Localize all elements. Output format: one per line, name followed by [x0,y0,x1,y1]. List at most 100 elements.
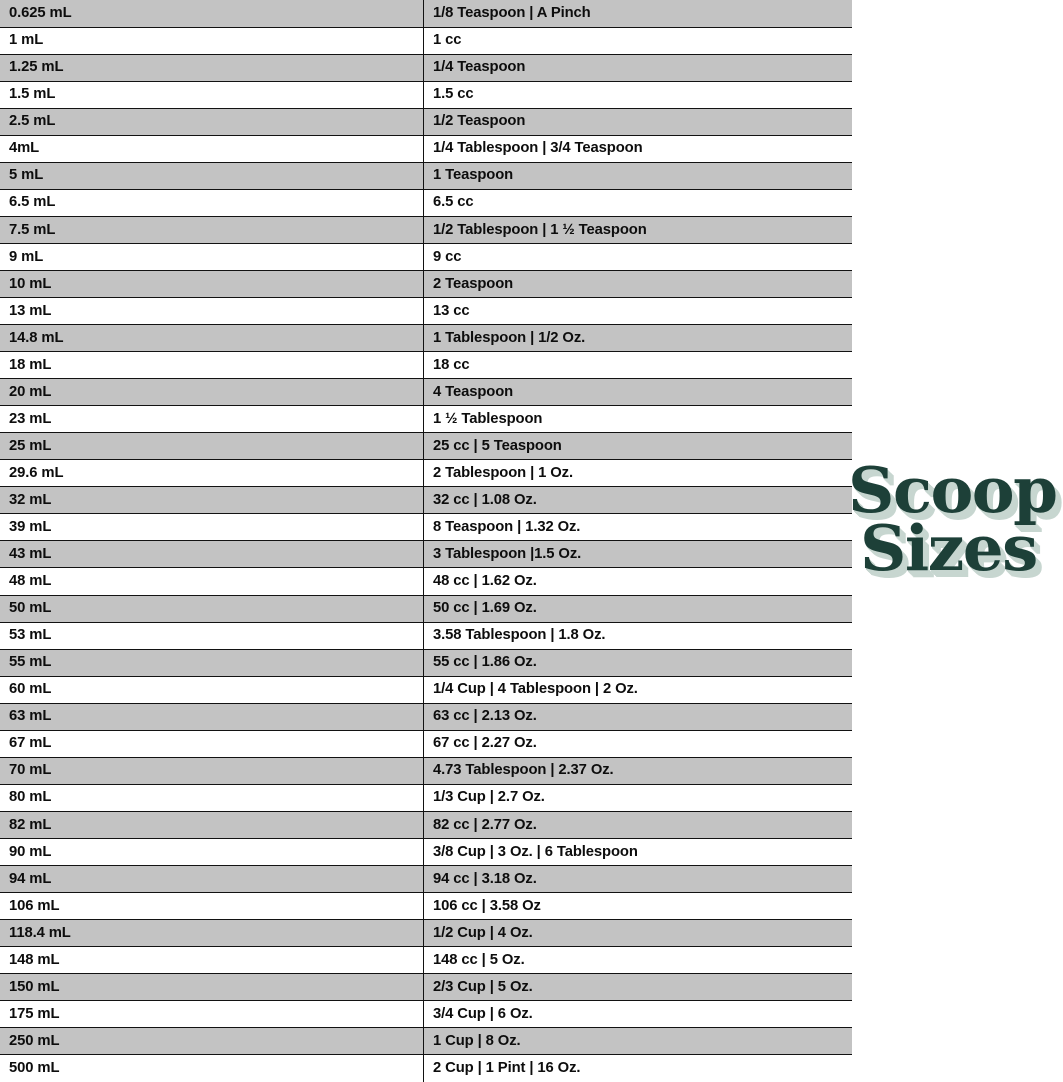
cell-milliliters: 175 mL [0,1000,424,1029]
table-row: 90 mL 3/8 Cup | 3 Oz. | 6 Tablespoon [0,837,852,867]
table-row: 48 mL 48 cc | 1.62 Oz. [0,567,852,596]
cell-milliliters: 60 mL [0,675,424,704]
cell-equivalent: 1 cc [423,26,852,55]
cell-equivalent: 1/4 Teaspoon [423,53,852,82]
cell-milliliters: 32 mL [0,486,424,515]
cell-milliliters: 29.6 mL [0,459,424,488]
cell-equivalent: 148 cc | 5 Oz. [423,946,852,975]
cell-milliliters: 82 mL [0,810,424,839]
cell-equivalent: 50 cc | 1.69 Oz. [423,594,852,623]
cell-milliliters: 148 mL [0,946,424,975]
table-row: 53 mL 3.58 Tablespoon | 1.8 Oz. [0,621,852,650]
cell-milliliters: 20 mL [0,378,424,407]
cell-equivalent: 1/3 Cup | 2.7 Oz. [423,783,852,812]
cell-milliliters: 500 mL [0,1054,424,1082]
cell-equivalent: 106 cc | 3.58 Oz [423,892,852,921]
table-row: 1.5 mL 1.5 cc [0,80,852,109]
table-row: 18 mL 18 cc [0,351,852,380]
table-row: 39 mL 8 Teaspoon | 1.32 Oz. [0,513,852,542]
cell-milliliters: 1 mL [0,26,424,55]
cell-equivalent: 3.58 Tablespoon | 1.8 Oz. [423,621,852,650]
cell-equivalent: 9 cc [423,242,852,271]
scoop-size-conversion-table: 0.625 mL 1/8 Teaspoon | A Pinch 1 mL 1 cc 1.… [0,0,852,1082]
cell-milliliters: 39 mL [0,513,424,542]
cell-milliliters: 25 mL [0,432,424,461]
cell-equivalent: 18 cc [423,351,852,380]
table-row: 150 mL 2/3 Cup | 5 Oz. [0,973,852,1002]
table-row: 106 mL 106 cc | 3.58 Oz [0,892,852,921]
cell-equivalent: 2 Teaspoon [423,269,852,299]
cell-milliliters: 67 mL [0,729,424,758]
cell-milliliters: 1.25 mL [0,53,424,82]
table-row: 60 mL 1/4 Cup | 4 Tablespoon | 2 Oz. [0,675,852,704]
logo-line-scoop: Scoop [848,453,1058,527]
table-row: 5 mL 1 Teaspoon [0,161,852,190]
cell-milliliters: 0.625 mL [0,0,424,28]
table-row: 250 mL 1 Cup | 8 Oz. [0,1027,852,1056]
cell-milliliters: 63 mL [0,702,424,731]
cell-equivalent: 1/4 Tablespoon | 3/4 Teaspoon [423,134,852,163]
cell-milliliters: 90 mL [0,837,424,867]
table-row: 13 mL 13 cc [0,297,852,326]
table-row: 7.5 mL 1/2 Tablespoon | 1 ½ Teaspoon [0,215,852,244]
cell-equivalent: 1 Cup | 8 Oz. [423,1027,852,1056]
cell-equivalent: 1/2 Teaspoon [423,107,852,136]
table-row: 500 mL 2 Cup | 1 Pint | 16 Oz. [0,1054,852,1082]
cell-equivalent: 94 cc | 3.18 Oz. [423,864,852,894]
cell-milliliters: 48 mL [0,567,424,596]
cell-milliliters: 18 mL [0,351,424,380]
cell-milliliters: 70 mL [0,756,424,785]
cell-milliliters: 50 mL [0,594,424,623]
table-row: 2.5 mL 1/2 Teaspoon [0,107,852,136]
cell-milliliters: 6.5 mL [0,188,424,217]
cell-milliliters: 1.5 mL [0,80,424,109]
cell-equivalent: 3/8 Cup | 3 Oz. | 6 Tablespoon [423,837,852,867]
cell-equivalent: 55 cc | 1.86 Oz. [423,648,852,677]
table-row: 23 mL 1 ½ Tablespoon [0,405,852,434]
cell-equivalent: 25 cc | 5 Teaspoon [423,432,852,461]
cell-equivalent: 67 cc | 2.27 Oz. [423,729,852,758]
cell-milliliters: 10 mL [0,269,424,299]
cell-milliliters: 55 mL [0,648,424,677]
table-row: 55 mL 55 cc | 1.86 Oz. [0,648,852,677]
table-row: 9 mL 9 cc [0,242,852,271]
table-row: 14.8 mL 1 Tablespoon | 1/2 Oz. [0,324,852,353]
table-row: 25 mL 25 cc | 5 Teaspoon [0,432,852,461]
table-row: 50 mL 50 cc | 1.69 Oz. [0,594,852,623]
cell-equivalent: 1 Tablespoon | 1/2 Oz. [423,324,852,353]
logo-line-sizes: Sizes [860,510,1038,585]
cell-equivalent: 1 Teaspoon [423,161,852,190]
cell-equivalent: 13 cc [423,297,852,326]
table-row: 10 mL 2 Teaspoon [0,269,852,299]
table-row: 67 mL 67 cc | 2.27 Oz. [0,729,852,758]
table-row: 1.25 mL 1/4 Teaspoon [0,53,852,82]
cell-milliliters: 4mL [0,134,424,163]
conversion-table-body: 0.625 mL 1/8 Teaspoon | A Pinch 1 mL 1 cc 1.… [0,0,852,1082]
cell-equivalent: 82 cc | 2.77 Oz. [423,810,852,839]
table-row: 32 mL 32 cc | 1.08 Oz. [0,486,852,515]
table-row: 63 mL 63 cc | 2.13 Oz. [0,702,852,731]
cell-equivalent: 3 Tablespoon |1.5 Oz. [423,540,852,569]
table-row: 43 mL 3 Tablespoon |1.5 Oz. [0,540,852,569]
table-row: 70 mL 4.73 Tablespoon | 2.37 Oz. [0,756,852,785]
table-row: 94 mL 94 cc | 3.18 Oz. [0,864,852,894]
table-row: 118.4 mL 1/2 Cup | 4 Oz. [0,919,852,948]
cell-equivalent: 48 cc | 1.62 Oz. [423,567,852,596]
cell-equivalent: 1/2 Tablespoon | 1 ½ Teaspoon [423,215,852,244]
table-row: 0.625 mL 1/8 Teaspoon | A Pinch [0,0,852,28]
cell-equivalent: 6.5 cc [423,188,852,217]
cell-equivalent: 4.73 Tablespoon | 2.37 Oz. [423,756,852,785]
cell-milliliters: 250 mL [0,1027,424,1056]
cell-milliliters: 2.5 mL [0,107,424,136]
cell-equivalent: 1 ½ Tablespoon [423,405,852,434]
cell-milliliters: 9 mL [0,242,424,271]
cell-milliliters: 7.5 mL [0,215,424,244]
cell-milliliters: 14.8 mL [0,324,424,353]
scoop-sizes-logo: Scoop Sizes [848,459,1058,610]
table-row: 175 mL 3/4 Cup | 6 Oz. [0,1000,852,1029]
table-row: 6.5 mL 6.5 cc [0,188,852,217]
table-row: 4mL 1/4 Tablespoon | 3/4 Teaspoon [0,134,852,163]
cell-milliliters: 106 mL [0,892,424,921]
cell-milliliters: 53 mL [0,621,424,650]
cell-equivalent: 2/3 Cup | 5 Oz. [423,973,852,1002]
